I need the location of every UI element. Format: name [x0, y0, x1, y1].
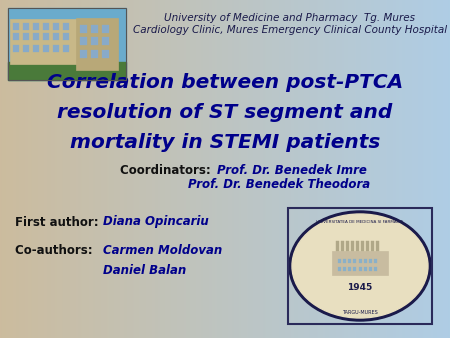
- Text: University of Medicine and Pharmacy  Tg. Mures: University of Medicine and Pharmacy Tg. …: [165, 13, 415, 23]
- Bar: [76, 18, 118, 70]
- Bar: [91, 50, 98, 58]
- Bar: [343, 259, 346, 263]
- Bar: [80, 25, 87, 33]
- Bar: [371, 241, 374, 251]
- Bar: [366, 241, 369, 251]
- Bar: [369, 259, 372, 263]
- Text: mortality in STEMI patients: mortality in STEMI patients: [70, 134, 380, 152]
- Bar: [356, 241, 359, 251]
- Bar: [351, 241, 354, 251]
- Bar: [341, 241, 344, 251]
- Text: resolution of ST segment and: resolution of ST segment and: [58, 103, 392, 122]
- Bar: [63, 33, 69, 40]
- Bar: [343, 267, 346, 271]
- Bar: [91, 25, 98, 33]
- Bar: [346, 241, 349, 251]
- Bar: [13, 45, 19, 52]
- Bar: [43, 23, 49, 30]
- Bar: [348, 267, 351, 271]
- Bar: [80, 50, 87, 58]
- Bar: [359, 259, 361, 263]
- Bar: [33, 45, 39, 52]
- Bar: [288, 208, 432, 324]
- Text: First author:: First author:: [15, 216, 103, 228]
- Bar: [10, 19, 90, 64]
- Text: Cardiology Clinic, Mures Emergency Clinical County Hospital: Cardiology Clinic, Mures Emergency Clini…: [133, 25, 447, 35]
- Bar: [23, 45, 29, 52]
- Ellipse shape: [289, 211, 431, 321]
- Bar: [364, 267, 367, 271]
- Text: TARGU-MURES: TARGU-MURES: [342, 310, 378, 314]
- Bar: [53, 23, 59, 30]
- Text: Carmen Moldovan: Carmen Moldovan: [103, 243, 222, 257]
- Bar: [102, 25, 109, 33]
- Text: Prof. Dr. Benedek Imre: Prof. Dr. Benedek Imre: [217, 164, 367, 176]
- Bar: [23, 33, 29, 40]
- Bar: [13, 33, 19, 40]
- Bar: [376, 241, 379, 251]
- Bar: [8, 8, 126, 80]
- Bar: [43, 33, 49, 40]
- Text: UNIVERSITATEA DE MEDICINA SI FARMACIE: UNIVERSITATEA DE MEDICINA SI FARMACIE: [316, 220, 404, 224]
- Text: Prof. Dr. Benedek Theodora: Prof. Dr. Benedek Theodora: [188, 178, 370, 192]
- Bar: [102, 37, 109, 45]
- Bar: [33, 23, 39, 30]
- Text: Diana Opincariu: Diana Opincariu: [103, 216, 209, 228]
- Text: Daniel Balan: Daniel Balan: [103, 264, 186, 276]
- Bar: [33, 33, 39, 40]
- Bar: [53, 33, 59, 40]
- Bar: [332, 251, 388, 275]
- Bar: [361, 241, 364, 251]
- Bar: [359, 267, 361, 271]
- Bar: [102, 50, 109, 58]
- Bar: [369, 267, 372, 271]
- Bar: [63, 23, 69, 30]
- Bar: [8, 62, 126, 80]
- Bar: [63, 45, 69, 52]
- Bar: [348, 259, 351, 263]
- Text: Co-authors:: Co-authors:: [15, 243, 97, 257]
- Bar: [23, 23, 29, 30]
- Bar: [80, 37, 87, 45]
- Bar: [374, 259, 377, 263]
- Bar: [338, 267, 341, 271]
- Bar: [8, 8, 126, 80]
- Bar: [353, 259, 356, 263]
- Text: 1945: 1945: [347, 284, 373, 292]
- Text: Coordinators:: Coordinators:: [120, 164, 215, 176]
- Bar: [43, 45, 49, 52]
- Bar: [336, 241, 339, 251]
- Bar: [364, 259, 367, 263]
- Bar: [353, 267, 356, 271]
- Bar: [53, 45, 59, 52]
- Ellipse shape: [292, 214, 428, 318]
- Bar: [91, 37, 98, 45]
- Text: Correlation between post-PTCA: Correlation between post-PTCA: [47, 73, 403, 93]
- Bar: [13, 23, 19, 30]
- Bar: [338, 259, 341, 263]
- Bar: [374, 267, 377, 271]
